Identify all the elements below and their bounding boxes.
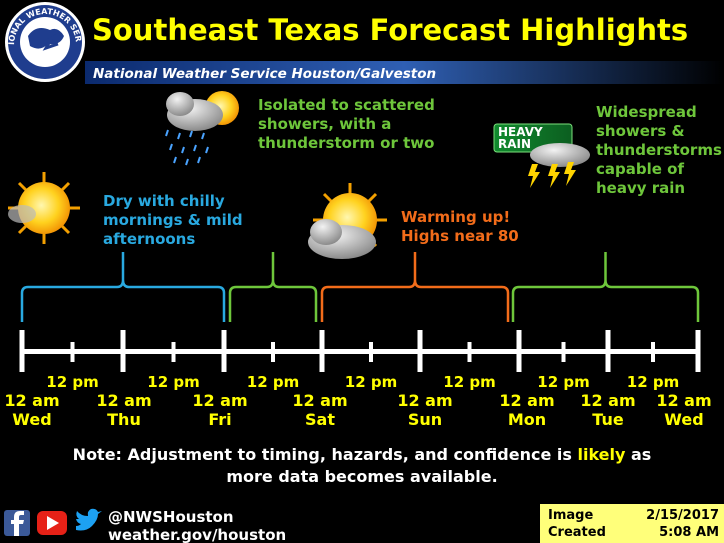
note-text: Note: Adjustment to timing, hazards, and… — [73, 445, 578, 464]
midnight-time: 12 am — [4, 391, 59, 410]
twitter-handle: @NWSHouston — [108, 508, 234, 526]
sun-cloud-rain-icon — [165, 91, 239, 166]
heavy-rain-icon — [493, 123, 590, 188]
badge-text: HEAVY — [498, 125, 543, 139]
minor-tick — [561, 342, 566, 362]
timestamp-label: Image — [548, 508, 593, 523]
badge-text: RAIN — [498, 137, 531, 151]
midnight-day: Tue — [592, 410, 624, 429]
period-description: Isolated to scattered — [258, 96, 435, 114]
period-description: capable of — [596, 160, 684, 178]
period-description: mornings & mild — [103, 211, 243, 229]
note-highlight: likely — [577, 445, 626, 464]
midnight-day: Thu — [107, 410, 141, 429]
period-description: heavy rain — [596, 179, 685, 197]
note-line-1: Note: Adjustment to timing, hazards, and… — [73, 445, 652, 464]
period-bracket — [20, 252, 226, 322]
period-description: showers, with a — [258, 115, 391, 133]
midnight-time: 12 am — [580, 391, 635, 410]
minor-tick — [70, 342, 75, 362]
timestamp-date: 2/15/2017 — [646, 508, 719, 523]
note-text: as — [625, 445, 651, 464]
period-description: thunderstorms — [596, 141, 722, 159]
midnight-time: 12 am — [192, 391, 247, 410]
subtitle-band — [85, 61, 724, 84]
midnight-day: Mon — [508, 410, 546, 429]
midnight-day: Wed — [12, 410, 51, 429]
midnight-time: 12 am — [96, 391, 151, 410]
major-tick — [221, 330, 227, 372]
major-tick — [605, 330, 611, 372]
midnight-time: 12 am — [656, 391, 711, 410]
social-icons — [4, 508, 102, 536]
sun-icon — [8, 172, 80, 244]
subtitle: National Weather Service Houston/Galvest… — [93, 66, 436, 82]
period-description: Widespread — [596, 103, 697, 121]
website: weather.gov/houston — [108, 526, 286, 543]
minor-tick — [651, 342, 655, 362]
sun-cloud-icon — [308, 183, 387, 259]
period-description: Highs near 80 — [401, 227, 519, 245]
title: Southeast Texas Forecast Highlights — [92, 13, 688, 47]
period-bracket — [320, 252, 510, 322]
noon-label: 12 pm — [443, 373, 495, 391]
major-tick — [19, 330, 25, 372]
period-description: showers & — [596, 122, 685, 140]
noon-label: 12 pm — [147, 373, 199, 391]
midnight-day: Wed — [664, 410, 703, 429]
timestamp-box — [540, 504, 724, 543]
midnight-time: 12 am — [292, 391, 347, 410]
midnight-day: Sun — [408, 410, 442, 429]
note-line-2: more data becomes available. — [226, 467, 497, 486]
period-bracket — [228, 252, 318, 322]
midnight-day: Fri — [208, 410, 231, 429]
midnight-time: 12 am — [499, 391, 554, 410]
major-tick — [319, 330, 325, 372]
noon-label: 12 pm — [345, 373, 397, 391]
minor-tick — [171, 342, 176, 362]
period-bracket — [511, 252, 700, 322]
midnight-day: Sat — [305, 410, 335, 429]
timestamp-label: Created — [548, 525, 606, 540]
noon-label: 12 pm — [627, 373, 679, 391]
major-tick — [120, 330, 126, 372]
period-description: Warming up! — [401, 208, 510, 226]
period-description: thunderstorm or two — [258, 134, 434, 152]
major-tick — [417, 330, 423, 372]
period-description: afternoons — [103, 230, 195, 248]
minor-tick — [271, 342, 275, 362]
midnight-time: 12 am — [397, 391, 452, 410]
timeline-axis — [20, 349, 700, 354]
noon-label: 12 pm — [247, 373, 299, 391]
major-tick — [516, 330, 522, 372]
noon-label: 12 pm — [537, 373, 589, 391]
minor-tick — [467, 342, 472, 362]
period-description: Dry with chilly — [103, 192, 225, 210]
major-tick — [695, 330, 701, 372]
minor-tick — [369, 342, 373, 362]
noon-label: 12 pm — [46, 373, 98, 391]
timestamp-time: 5:08 AM — [659, 525, 719, 540]
